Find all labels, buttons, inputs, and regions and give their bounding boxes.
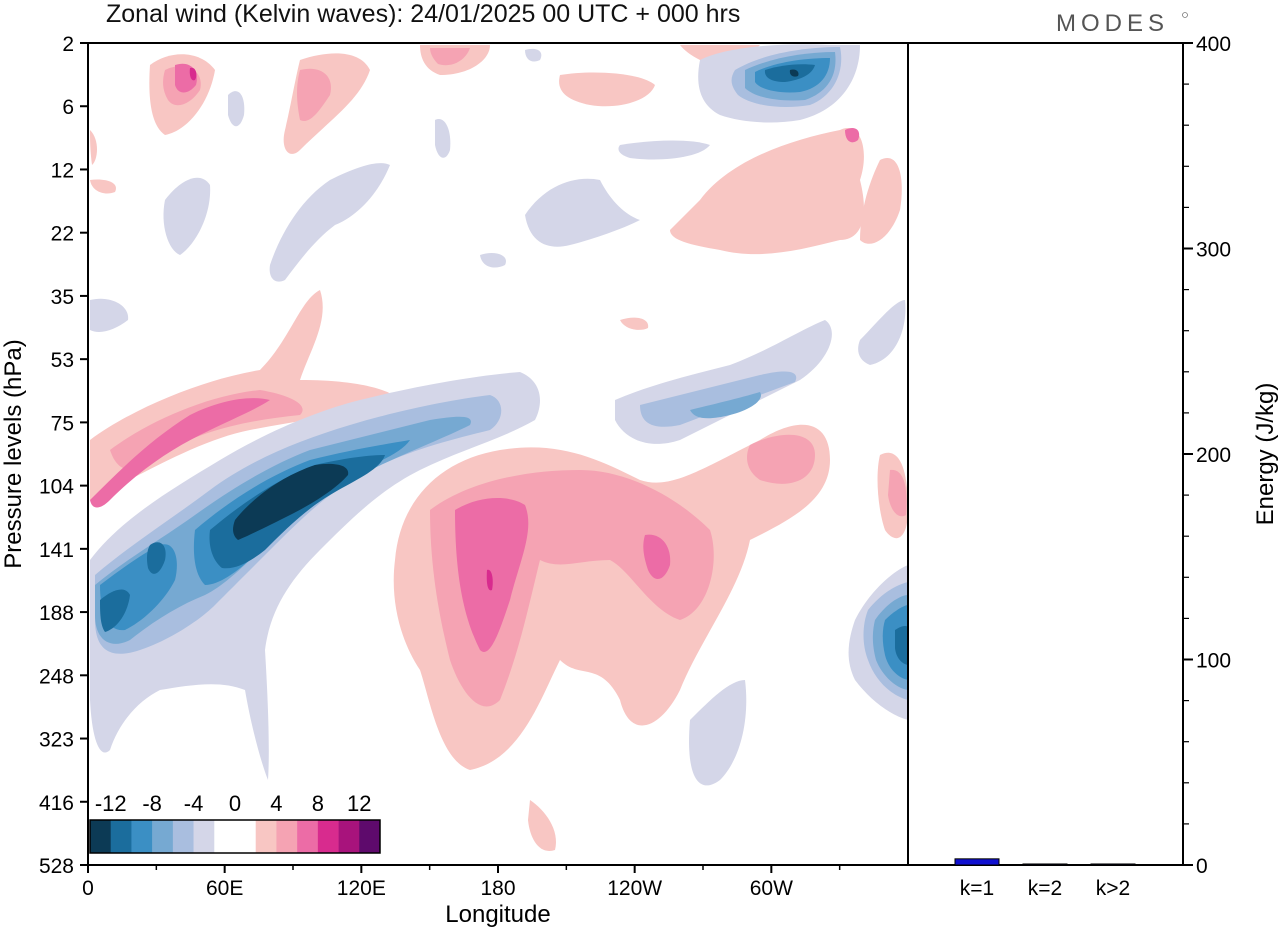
energy-y-tick-label: 300 <box>1196 239 1231 262</box>
colorbar-label: 4 <box>270 791 282 816</box>
colorbar-swatch <box>276 820 298 853</box>
contour-fill-positive <box>90 45 908 851</box>
energy-x-tick-label: k=2 <box>1028 877 1062 900</box>
heatmap-x-tick-label: 60E <box>206 877 243 900</box>
heatmap-x-tick-label: 0 <box>82 877 94 900</box>
colorbar-label: -12 <box>95 791 127 816</box>
energy-y-tick-label: 200 <box>1196 444 1231 467</box>
energy-x-axis: k=1 k=2 k>2 <box>960 877 1130 900</box>
colorbar-swatch <box>317 820 339 853</box>
heatmap-y-tick-label: 12 <box>51 159 74 182</box>
heatmap-y-tick-label: 53 <box>51 349 74 372</box>
heatmap-y-tick-label: 22 <box>51 223 74 246</box>
chart-title: Zonal wind (Kelvin waves): 24/01/2025 00… <box>106 0 740 28</box>
colorbar-swatch <box>90 820 112 853</box>
logo-registered-mark <box>1182 12 1188 18</box>
energy-bars <box>954 858 1136 866</box>
energy-bar-panel: 0 100 200 300 400 k=1 k=2 k>2 <box>908 33 1231 900</box>
colorbar-swatch <box>359 820 381 853</box>
heatmap-x-tick-label: 180 <box>480 877 515 900</box>
heatmap-plot <box>87 42 909 866</box>
heatmap-y-tick-label: 416 <box>39 792 74 815</box>
heatmap-y-tick-label: 323 <box>39 729 74 752</box>
colorbar-swatch <box>338 820 360 853</box>
heatmap-x-tick-label: 120W <box>607 877 662 900</box>
heatmap-y-tick-label: 528 <box>39 855 74 878</box>
colorbar-label: 8 <box>312 791 324 816</box>
colorbar-label: 12 <box>347 791 371 816</box>
modes-logo: MODES <box>1056 10 1169 37</box>
colorbar-swatch <box>214 820 236 853</box>
energy-x-tick-label: k=1 <box>960 877 994 900</box>
colorbar-swatch <box>235 820 257 853</box>
heatmap-x-tick-label: 120E <box>337 877 386 900</box>
colorbar-swatch <box>297 820 319 853</box>
heatmap-y-tick-label: 141 <box>39 539 74 562</box>
heatmap-y-axis-label: Pressure levels (hPa) <box>0 339 27 568</box>
colorbar-label: 0 <box>229 791 241 816</box>
colorbar-swatch <box>172 820 194 853</box>
energy-y-tick-label: 100 <box>1196 650 1231 673</box>
heatmap-x-axis-label: Longitude <box>445 901 550 928</box>
heatmap-y-tick-label: 75 <box>51 412 74 435</box>
energy-bar <box>954 858 1000 866</box>
heatmap-y-tick-label: 2 <box>62 33 74 56</box>
heatmap-y-tick-label: 248 <box>39 665 74 688</box>
heatmap-x-tick-label: 60W <box>750 877 793 900</box>
colorbar-frame <box>89 819 381 854</box>
colorbar-labels: -12 -8 -4 0 4 8 12 <box>95 791 372 816</box>
heatmap-y-tick-label: 6 <box>62 96 74 119</box>
heatmap-x-axis: 0 60E 120E 180 120W 60W <box>82 865 841 900</box>
energy-x-tick-label: k>2 <box>1096 877 1130 900</box>
colorbar-swatch <box>193 820 215 853</box>
heatmap-y-axis: 2 6 12 22 35 53 75 104 141 188 248 323 416 528 <box>39 33 88 878</box>
energy-bar <box>1090 863 1136 866</box>
colorbar-label: -8 <box>142 791 162 816</box>
colorbar-swatch <box>131 820 153 853</box>
contour-fill-negative <box>90 44 908 786</box>
colorbar-label: -4 <box>184 791 204 816</box>
colorbar-swatch <box>110 820 132 853</box>
energy-y-axis: 0 100 200 300 400 <box>1183 33 1231 878</box>
energy-y-tick-label: 400 <box>1196 33 1231 56</box>
colorbar <box>89 819 381 854</box>
energy-y-axis-label: Energy (J/kg) <box>1252 383 1279 526</box>
colorbar-swatch <box>255 820 277 853</box>
heatmap-y-tick-label: 35 <box>51 286 74 309</box>
colorbar-swatch <box>152 820 174 853</box>
energy-y-tick-label: 0 <box>1196 855 1208 878</box>
heatmap-y-tick-label: 188 <box>39 602 74 625</box>
energy-bar <box>1022 863 1068 866</box>
heatmap-y-tick-label: 104 <box>39 476 74 499</box>
